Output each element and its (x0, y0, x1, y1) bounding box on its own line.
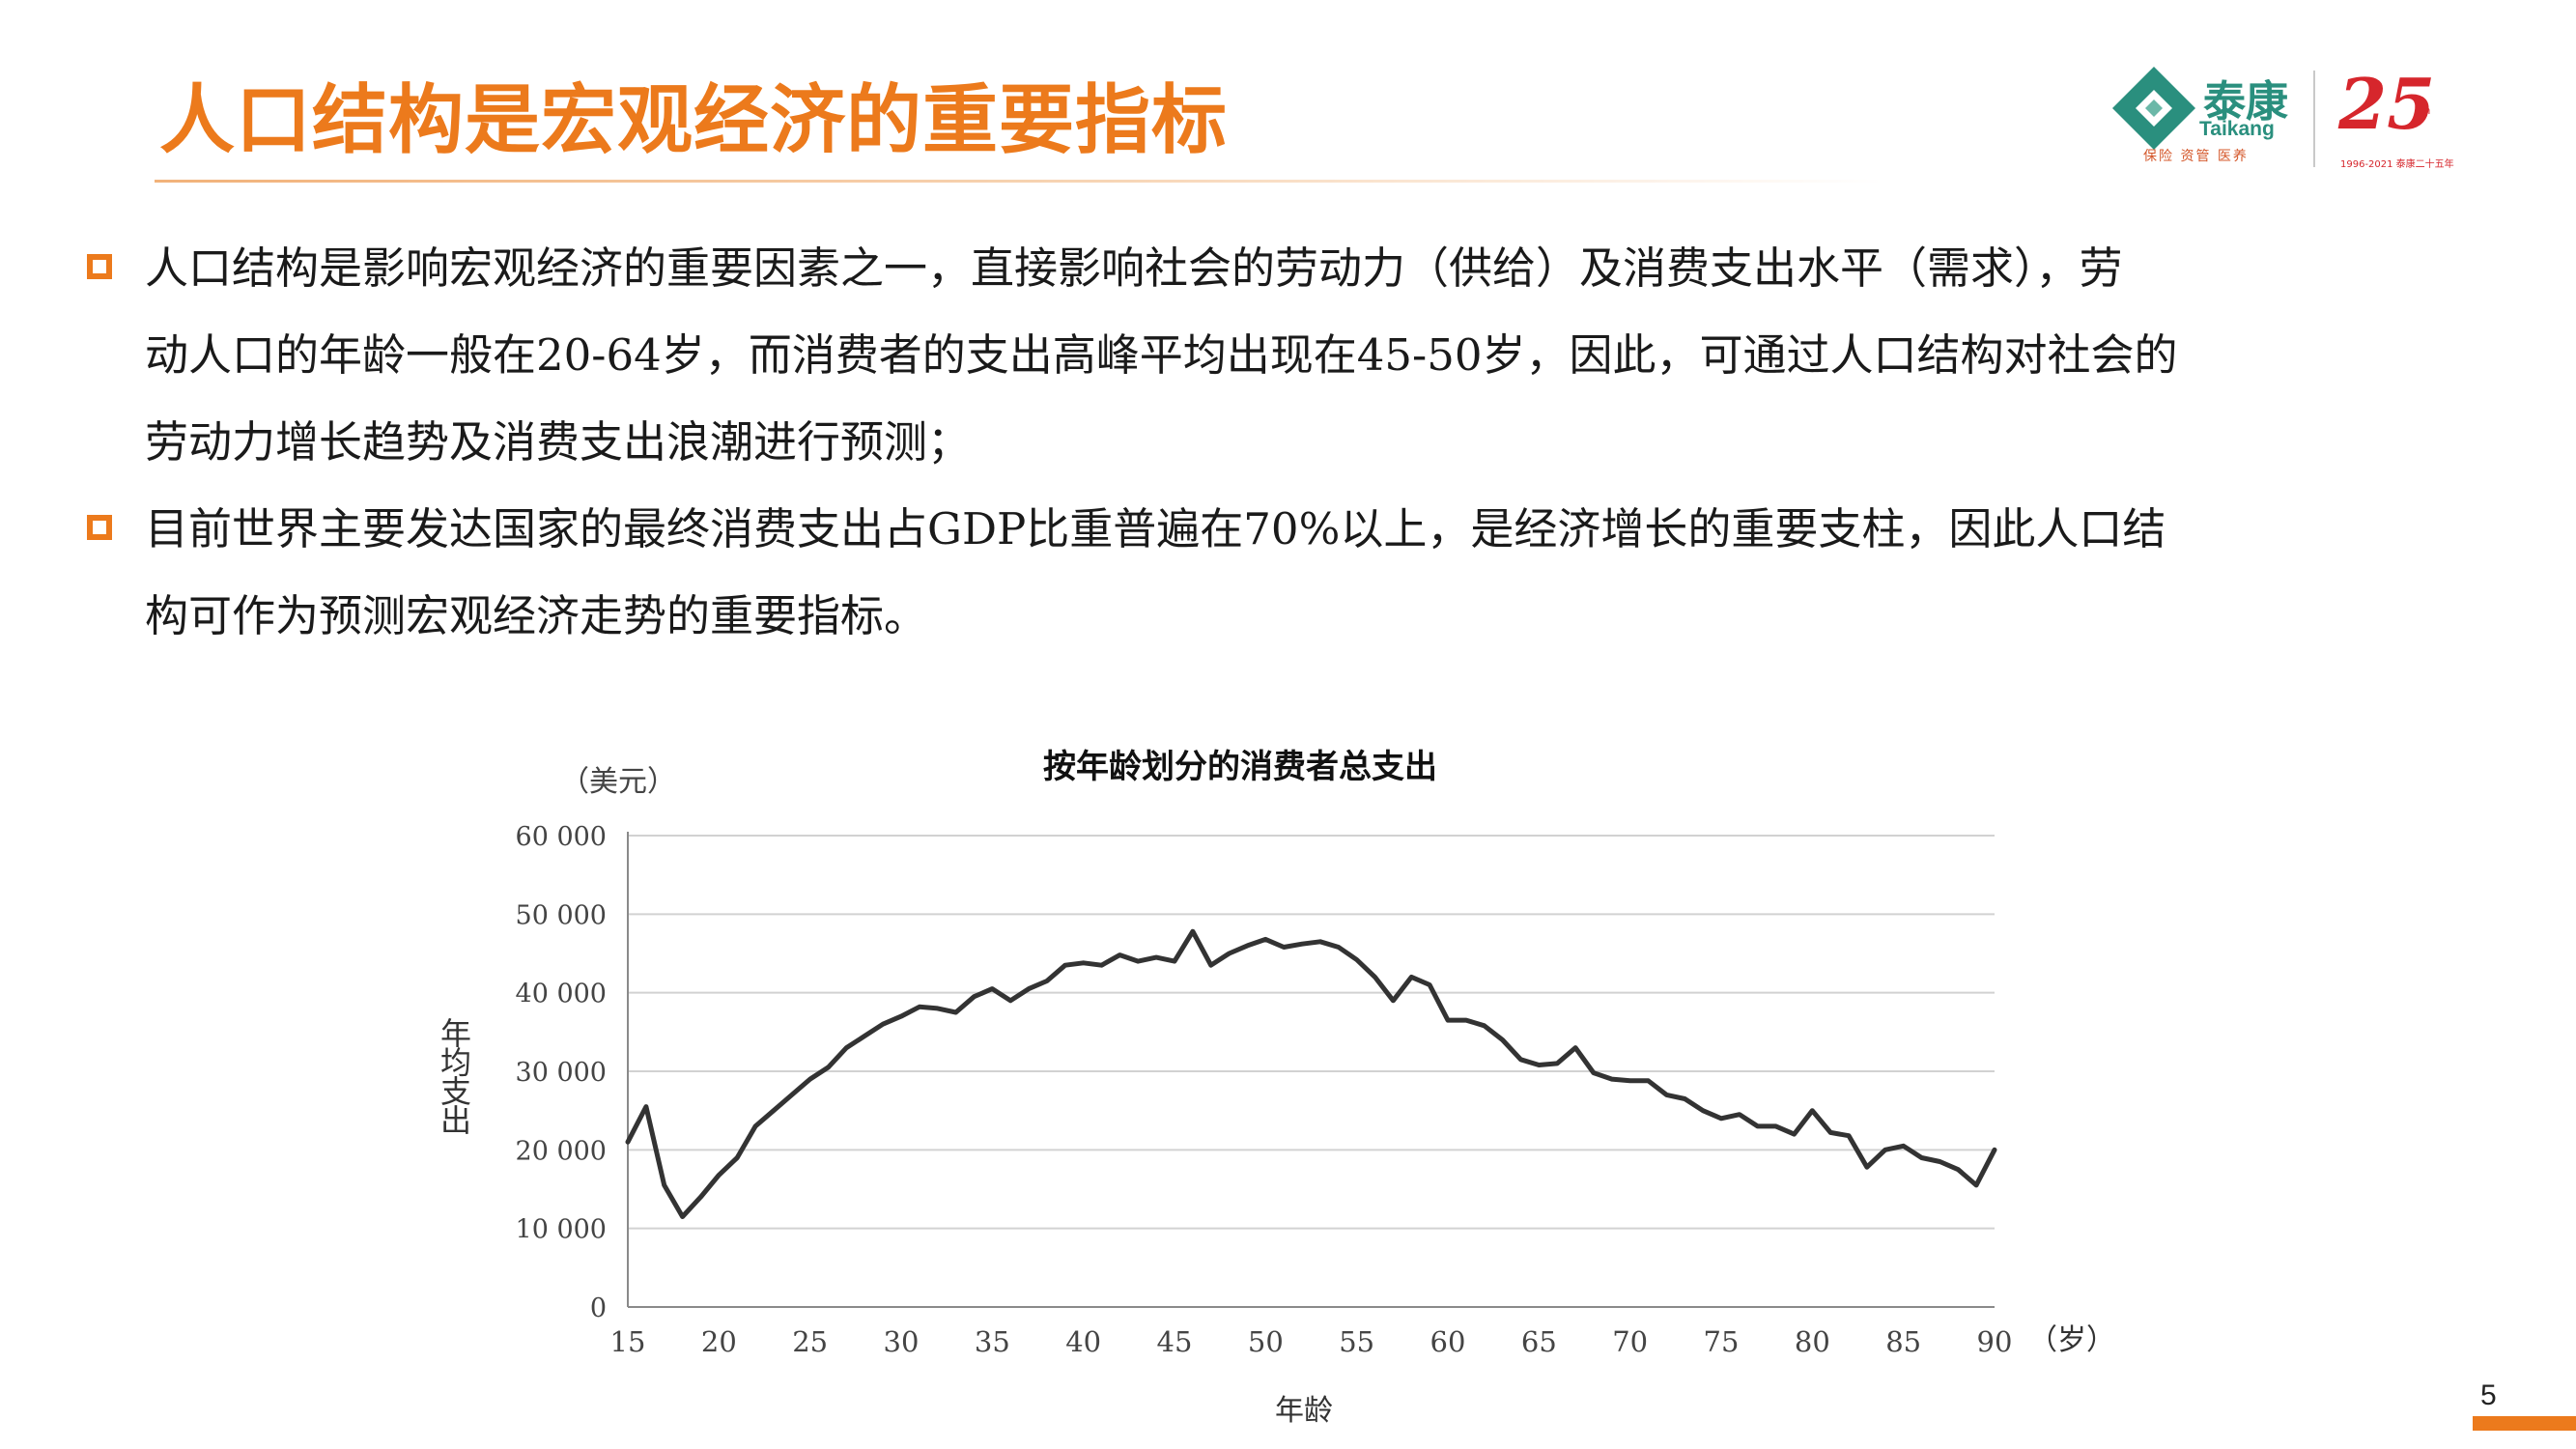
bullet-1-line-3: 劳动力增长趋势及消费支出浪潮进行预测； (145, 416, 972, 468)
x-tick-label: 25 (792, 1325, 828, 1358)
x-axis-label: 年龄 (1275, 1394, 1333, 1428)
logo-tagline: 保险 资管 医养 (2143, 149, 2249, 164)
bullet-text-1: 人口结构是影响宏观经济的重要因素之一，直接影响社会的劳动力（供给）及消费支出水平… (145, 225, 2177, 486)
anniversary-subtitle: 1996-2021 泰康二十五年 (2340, 159, 2454, 170)
page-number-bar (2473, 1416, 2576, 1431)
logo-name-cn: 泰康 (2203, 77, 2288, 127)
page-number: 5 (2480, 1379, 2497, 1411)
page-title: 人口结构是宏观经济的重要指标 (159, 77, 1229, 164)
x-tick-label: 70 (1612, 1325, 1648, 1358)
y-tick-label: 50 000 (516, 900, 607, 930)
bullet-1-line-2: 动人口的年龄一般在20-64岁，而消费者的支出高峰平均出现在45-50岁，因此，… (145, 329, 2178, 381)
anniversary-suffix: th (2421, 105, 2431, 117)
x-tick-label: 80 (1795, 1325, 1830, 1358)
logo-divider (2313, 71, 2315, 167)
x-tick-label: 55 (1339, 1325, 1374, 1358)
company-logo: 泰康 Taikang 保险 资管 医养 25 th 1996-2021 泰康二十… (2110, 63, 2454, 179)
chart-title: 按年龄划分的消费者总支出 (1043, 748, 1437, 786)
x-tick-label: 90 (1977, 1325, 2013, 1358)
x-tick-label: 65 (1521, 1325, 1557, 1358)
bullet-square-icon (87, 254, 112, 279)
title-underline (155, 180, 1883, 183)
x-tick-label: 85 (1885, 1325, 1921, 1358)
x-tick-label: 35 (975, 1325, 1010, 1358)
x-tick-label: 60 (1430, 1325, 1466, 1358)
anniversary-mark: 25 (2338, 63, 2436, 145)
x-tick-label: 50 (1248, 1325, 1284, 1358)
y-tick-label: 10 000 (516, 1215, 607, 1245)
y-tick-label: 20 000 (516, 1136, 607, 1166)
y-tick-label: 40 000 (516, 980, 607, 1009)
logo-name-en: Taikang (2199, 118, 2275, 140)
bullet-2-line-1: 目前世界主要发达国家的最终消费支出占GDP比重普遍在70%以上，是经济增长的重要… (145, 503, 2166, 554)
x-tick-label: 20 (701, 1325, 737, 1358)
bullet-text-2: 目前世界主要发达国家的最终消费支出占GDP比重普遍在70%以上，是经济增长的重要… (145, 486, 2166, 660)
bullet-1-line-1: 人口结构是影响宏观经济的重要因素之一，直接影响社会的劳动力（供给）及消费支出水平… (145, 242, 2123, 294)
bullet-square-icon (87, 515, 112, 540)
x-unit-label: （岁） (2028, 1323, 2115, 1357)
x-tick-label: 40 (1065, 1325, 1101, 1358)
diamond-logo-icon (2112, 67, 2195, 150)
x-tick-label: 45 (1157, 1325, 1193, 1358)
y-axis-label: 年均支出 (439, 1015, 471, 1139)
bullet-2-line-2: 构可作为预测宏观经济走势的重要指标。 (145, 590, 928, 641)
y-tick-label: 0 (590, 1293, 607, 1323)
spending-series-line (625, 928, 1997, 1219)
x-tick-label: 15 (610, 1325, 646, 1358)
y-unit-label: （美元） (560, 765, 676, 799)
y-tick-label: 60 000 (516, 822, 607, 852)
x-tick-label: 75 (1704, 1325, 1740, 1358)
y-tick-label: 30 000 (516, 1058, 607, 1088)
x-tick-label: 30 (884, 1325, 920, 1358)
